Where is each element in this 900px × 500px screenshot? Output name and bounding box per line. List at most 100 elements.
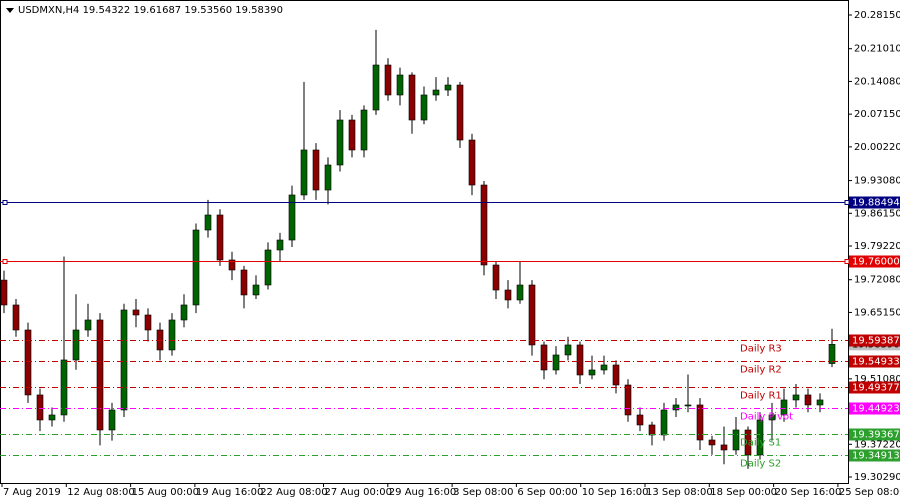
level-tag (849, 381, 900, 394)
y-tick-label: 19.72080 (854, 275, 900, 286)
candle-body (744, 429, 752, 456)
candle-body (660, 409, 668, 436)
candle-body (672, 404, 680, 411)
candle-body (756, 419, 764, 456)
candle-body (408, 74, 416, 121)
candle-body (192, 229, 200, 306)
candle-body (696, 404, 704, 441)
candle-body (84, 319, 92, 331)
level-tag-label: 19.39367 (852, 430, 900, 441)
candle-body (420, 94, 428, 121)
candle-body (564, 344, 572, 356)
y-tick-label: 20.14080 (854, 76, 900, 87)
level-name: Daily R3 (740, 344, 782, 355)
level-tag (849, 355, 900, 368)
candle-body (684, 404, 692, 407)
candle-body (552, 354, 560, 371)
candle-body (504, 289, 512, 301)
candle-body (216, 214, 224, 261)
candle-body (636, 414, 644, 426)
candle-body (456, 84, 464, 141)
candle-body (804, 394, 812, 406)
candle-body (468, 139, 476, 186)
candle-body (96, 319, 104, 431)
level-tag (849, 334, 900, 347)
level-name: Daily Pivot (740, 412, 793, 423)
x-tick-label: 22 Aug 08:00 (260, 487, 327, 498)
candle-body (0, 279, 8, 306)
candle-body (204, 214, 212, 231)
level-handle (2, 259, 8, 264)
level-tag-label: 19.76000 (852, 257, 900, 268)
candle-body (336, 119, 344, 166)
candle-body (444, 84, 452, 91)
y-tick-label: 19.65150 (854, 307, 900, 318)
candle-body (120, 309, 128, 411)
chart-title: USDMXN,H4 19.54322 19.61687 19.53560 19.… (18, 5, 283, 16)
y-tick-label: 20.07150 (854, 109, 900, 120)
candle-body (780, 399, 788, 416)
y-tick-label: 20.21010 (854, 44, 900, 55)
candle-body (732, 429, 740, 451)
level-tag (849, 428, 900, 441)
x-tick-label: 3 Sep 08:00 (453, 487, 513, 498)
y-tick-label: 19.79220 (854, 241, 900, 252)
candle-body (12, 304, 20, 331)
level-handle (844, 259, 850, 264)
candle-body (708, 439, 716, 446)
x-tick-label: 29 Aug 16:00 (389, 487, 456, 498)
candle-body (396, 74, 404, 96)
level-tag-label: 19.88494 (852, 198, 900, 209)
candle-body (576, 344, 584, 376)
candle-body (648, 424, 656, 436)
y-tick-label: 20.28150 (854, 10, 900, 21)
candle-body (624, 384, 632, 416)
level-name: Daily S1 (740, 438, 781, 449)
candle-body (720, 444, 728, 451)
candle-body (72, 329, 80, 361)
x-tick-label: 6 Sep 00:00 (517, 487, 577, 498)
candle-body (540, 344, 548, 371)
x-tick-label: 25 Sep 08:00 (839, 487, 900, 498)
level-handle (844, 200, 850, 205)
x-tick-label: 19 Aug 16:00 (196, 487, 263, 498)
candle-body (252, 284, 260, 296)
level-tag-label: 19.49377 (852, 383, 900, 394)
candle-body (600, 364, 608, 371)
candle-body (348, 119, 356, 151)
candle-body (516, 284, 524, 301)
x-tick-label: 13 Sep 08:00 (646, 487, 713, 498)
level-tag (849, 449, 900, 462)
candle-body (828, 344, 836, 364)
candle-body (300, 149, 308, 196)
y-tick-label: 19.51080 (854, 374, 900, 385)
candle-body (228, 259, 236, 271)
level-name: Daily R2 (740, 365, 782, 376)
level-name: Daily S2 (740, 459, 781, 470)
level-tag-label: 19.34913 (852, 451, 900, 462)
candle-body (384, 64, 392, 96)
level-tag (849, 255, 900, 268)
candle-body (768, 414, 776, 421)
candle-body (432, 89, 440, 96)
candle-body (816, 399, 824, 406)
candle-body (360, 109, 368, 151)
level-name: Daily R1 (740, 391, 782, 402)
y-tick-label: 19.30290 (854, 472, 900, 483)
plot-frame (0, 0, 849, 484)
candle-body (36, 394, 44, 421)
candle-body (156, 329, 164, 351)
candle-body (372, 64, 380, 111)
candle-body (312, 149, 320, 191)
candle-body (288, 194, 296, 241)
x-tick-label: 27 Aug 00:00 (325, 487, 392, 498)
y-tick-label: 19.93080 (854, 176, 900, 187)
y-tick-label: 20.00220 (854, 142, 900, 153)
candle-body (132, 309, 140, 316)
x-tick-label: 7 Aug 2019 (3, 487, 61, 498)
candle-body (324, 164, 332, 191)
x-tick-label: 12 Aug 08:00 (67, 487, 134, 498)
symbol-arrow[interactable] (6, 8, 14, 13)
